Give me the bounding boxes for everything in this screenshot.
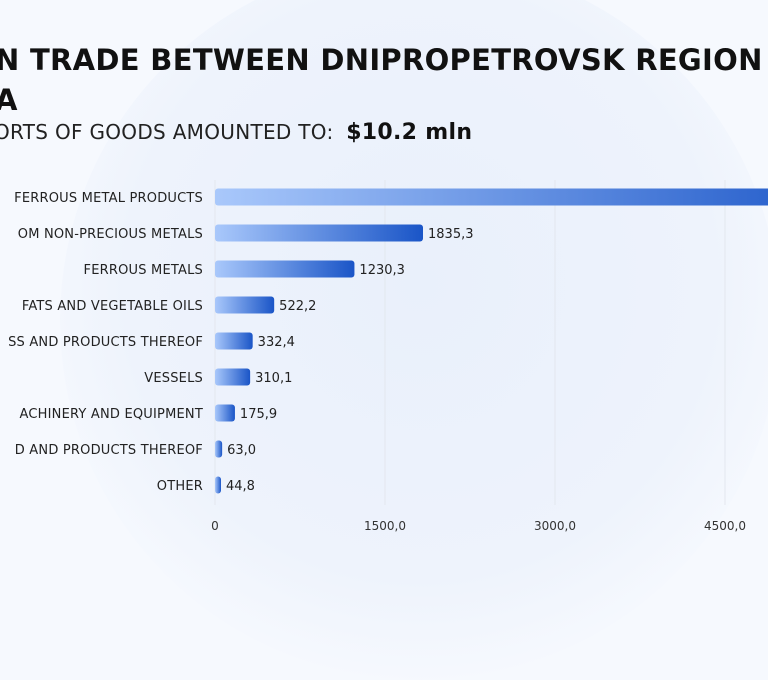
value-label: 1835,3 — [428, 227, 474, 242]
category-label: SS AND PRODUCTS THEREOF — [8, 335, 203, 350]
category-labels: FERROUS METAL PRODUCTS OM NON-PRECIOUS ME… — [8, 191, 203, 494]
x-axis-ticks: 0 1500,0 3000,0 4500,0 — [211, 519, 746, 533]
value-label: 63,0 — [227, 443, 256, 458]
value-label: 44,8 — [226, 479, 255, 494]
value-label: 175,9 — [240, 407, 277, 422]
bar — [215, 332, 253, 350]
category-label: ACHINERY AND EQUIPMENT — [20, 407, 203, 422]
bar — [215, 404, 235, 422]
category-label: FERROUS METAL PRODUCTS — [14, 191, 203, 206]
background-circle — [60, 0, 768, 680]
subtitle-amount: $10.2 mln — [346, 120, 473, 145]
x-tick-label: 3000,0 — [534, 519, 576, 533]
value-label: 310,1 — [255, 371, 292, 386]
bar — [215, 476, 221, 494]
title-line-1: N TRADE BETWEEN DNIPROPETROVSK REGION — [0, 43, 763, 77]
value-label: 1230,3 — [359, 263, 405, 278]
title-line-2: A — [0, 83, 18, 117]
subtitle-prefix: ORTS OF GOODS AMOUNTED TO: — [0, 120, 334, 144]
bar — [215, 188, 768, 206]
bars — [215, 188, 768, 494]
x-tick-label: 4500,0 — [704, 519, 746, 533]
category-label: FATS AND VEGETABLE OILS — [22, 299, 203, 314]
value-label: 332,4 — [258, 335, 295, 350]
bar-chart: FERROUS METAL PRODUCTS OM NON-PRECIOUS ME… — [8, 180, 768, 533]
value-labels: 1835,3 1230,3 522,2 332,4 310,1 175,9 63,0 44,8 — [226, 227, 474, 494]
category-label: OTHER — [157, 479, 203, 494]
category-label: FERROUS METALS — [84, 263, 203, 278]
category-label: D AND PRODUCTS THEREOF — [15, 443, 203, 458]
bar — [215, 368, 251, 386]
bar — [215, 260, 355, 278]
x-tick-label: 1500,0 — [364, 519, 406, 533]
bar — [215, 224, 424, 242]
page-title: N TRADE BETWEEN DNIPROPETROVSK REGION A — [0, 40, 763, 120]
subtitle: ORTS OF GOODS AMOUNTED TO: $10.2 mln — [0, 120, 472, 145]
bar — [215, 440, 223, 458]
value-label: 522,2 — [279, 299, 316, 314]
category-label: VESSELS — [144, 371, 203, 386]
x-tick-label: 0 — [211, 519, 219, 533]
bar — [215, 296, 275, 314]
category-label: OM NON-PRECIOUS METALS — [18, 227, 203, 242]
